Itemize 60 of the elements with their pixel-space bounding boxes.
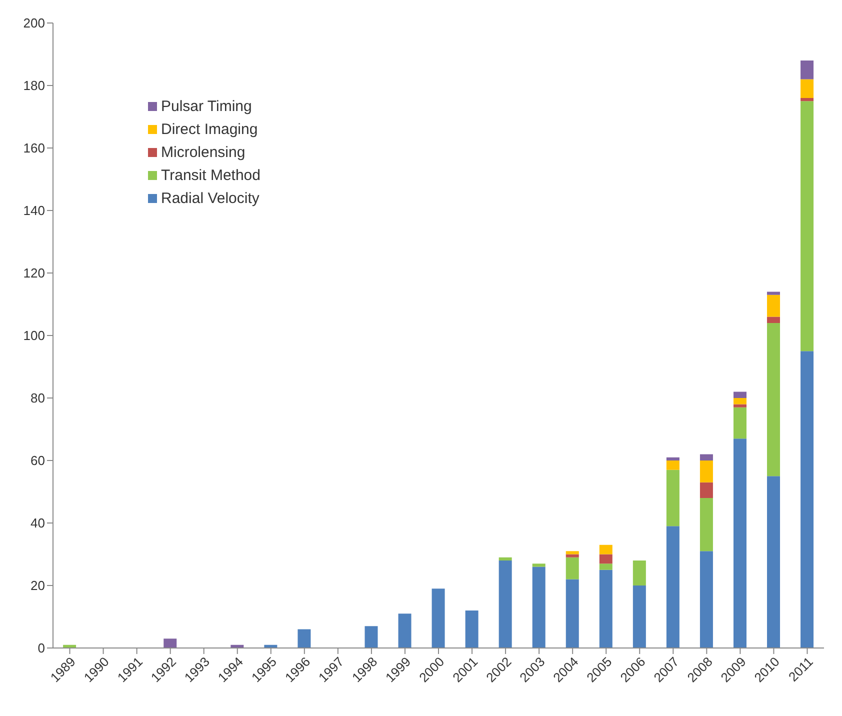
legend-label: Microlensing [161, 144, 246, 161]
bar [733, 404, 746, 408]
y-tick-label: 100 [23, 328, 45, 344]
bar [599, 544, 612, 554]
bar [465, 610, 478, 648]
bar [700, 551, 713, 648]
bar [700, 460, 713, 482]
bar [733, 392, 746, 398]
bar [632, 586, 646, 648]
bar [700, 498, 713, 552]
bar [566, 551, 579, 554]
bar [599, 570, 612, 648]
bar [298, 629, 311, 648]
bar [566, 579, 579, 648]
bar [700, 482, 713, 498]
y-tick-label: 180 [23, 78, 45, 94]
bar [733, 438, 746, 648]
bar [398, 614, 412, 648]
y-tick-label: 0 [38, 640, 45, 656]
bar [767, 294, 780, 317]
bar [599, 564, 612, 570]
y-tick-label: 40 [30, 516, 45, 531]
bar [432, 588, 445, 648]
bar [800, 79, 814, 98]
bar [800, 351, 814, 648]
bar [532, 566, 546, 648]
legend-label: Radial Velocity [161, 190, 260, 207]
bar [666, 457, 680, 460]
bar [566, 557, 579, 580]
legend-label: Transit Method [161, 167, 260, 184]
bar [800, 98, 814, 102]
y-tick-label: 60 [30, 453, 45, 468]
bar [733, 407, 746, 439]
bar [498, 557, 512, 560]
bar [364, 626, 378, 648]
legend-label: Direct Imaging [161, 121, 258, 138]
y-tick-label: 120 [23, 266, 45, 281]
bar [566, 554, 579, 558]
bar [666, 460, 680, 470]
bar [532, 564, 546, 567]
y-tick-label: 20 [30, 578, 45, 594]
bar [767, 323, 780, 476]
legend-label: Pulsar Timing [161, 98, 252, 115]
y-tick-label: 80 [30, 390, 45, 406]
bar [599, 554, 612, 564]
y-tick-label: 140 [23, 203, 45, 218]
bar [632, 560, 646, 586]
bar [800, 60, 814, 80]
bar [767, 316, 780, 323]
bar [767, 292, 780, 295]
y-tick-label: 160 [23, 140, 45, 156]
bar [733, 398, 746, 404]
bar [700, 454, 713, 460]
bar [666, 526, 680, 648]
bar [800, 101, 814, 352]
bar [767, 476, 780, 648]
y-tick-label: 200 [23, 16, 45, 31]
bar [666, 470, 680, 526]
bar [498, 560, 512, 648]
bar [164, 638, 177, 648]
